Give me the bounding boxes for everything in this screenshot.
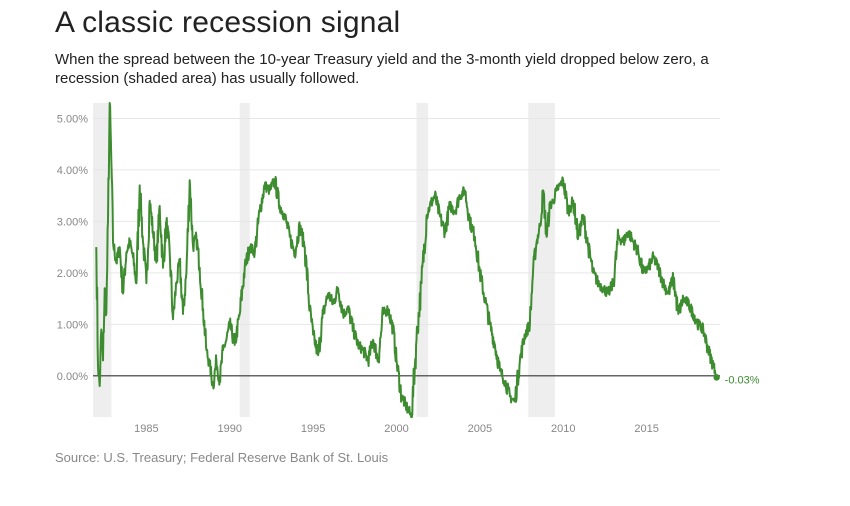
yield-spread-chart: 0.00%1.00%2.00%3.00%4.00%5.00% 1985 1990 1… — [57, 102, 760, 435]
x-tick-label-4: 2005 — [468, 423, 492, 435]
x-axis-ticks: 1985 1990 1995 2000 2005 2010 2015 — [134, 423, 659, 435]
chart-subtitle: When the spread between the 10-year Trea… — [55, 51, 709, 87]
y-tick-label-2: 2.00% — [57, 268, 88, 280]
series-layer — [95, 102, 718, 418]
x-tick-label-5: 2010 — [551, 423, 575, 435]
y-tick-label-4: 4.00% — [57, 165, 88, 177]
end-value-label: -0.03% — [725, 374, 760, 386]
recession-band-3 — [528, 103, 555, 417]
x-tick-label-1: 1990 — [217, 423, 241, 435]
x-tick-label-6: 2015 — [634, 423, 658, 435]
grid-lines — [93, 117, 720, 377]
chart-title: A classic recession signal — [55, 6, 401, 39]
y-tick-label-1: 1.00% — [57, 319, 88, 331]
x-tick-label-3: 2000 — [384, 423, 408, 435]
y-tick-label-5: 5.00% — [57, 113, 88, 125]
y-tick-label-3: 3.00% — [57, 216, 88, 228]
y-tick-label-0: 0.00% — [57, 371, 88, 383]
x-tick-label-0: 1985 — [134, 423, 158, 435]
source-note: Source: U.S. Treasury; Federal Reserve B… — [55, 450, 389, 465]
y-axis-ticks: 0.00% 1.00% 2.00% 3.00% 4.00% 5.00% — [57, 113, 88, 382]
end-marker-layer: -0.03% — [713, 374, 760, 386]
x-tick-label-2: 1995 — [301, 423, 325, 435]
end-point — [713, 374, 720, 381]
series-line-spread — [95, 102, 718, 418]
